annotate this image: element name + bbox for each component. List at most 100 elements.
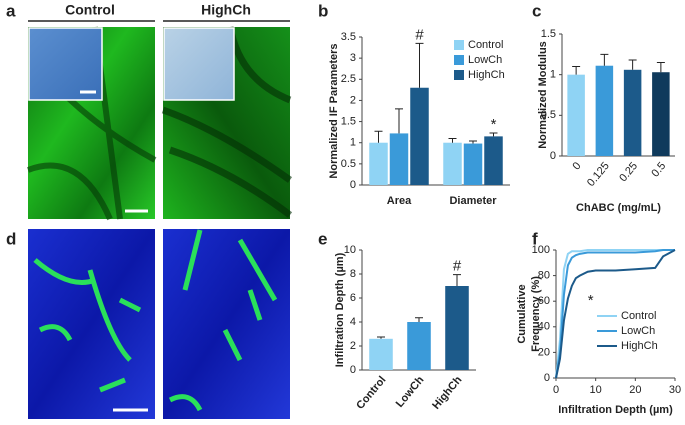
x-tick-label: Area [387,195,412,207]
micrograph-texture [168,229,278,412]
y-tick-label: 80 [538,270,550,282]
y-tick-label: 10 [344,244,356,256]
legend-label: LowCh [621,325,655,337]
error-bar [395,108,403,134]
micrograph [28,229,155,419]
panel-label: b [318,1,328,20]
error-bar [448,137,457,143]
y-tick-label: 1 [550,69,556,81]
y-tick-label: 2 [350,340,356,352]
x-tick-label: 0 [553,384,559,396]
annotation: # [415,26,424,43]
x-tick-label: 0.25 [617,160,640,184]
y-tick-label: 6 [350,292,356,304]
bar [369,142,388,185]
error-bar [628,59,637,70]
y-tick-label: 2.5 [341,73,356,85]
panel-label: f [532,229,538,248]
legend-swatch [454,70,464,80]
bar [463,143,483,185]
bar [369,338,393,370]
bar [595,65,614,156]
y-tick-label: 0 [550,150,556,162]
error-bar [600,53,609,66]
legend-label: Control [468,39,503,51]
y-tick-label: 0 [350,179,356,191]
line [555,249,675,379]
bar [484,136,503,185]
y-tick-label: 0.5 [541,109,556,121]
y-tick-label: 1.5 [341,115,356,127]
y-tick-label: 1.5 [541,28,556,40]
legend-label: Control [621,310,656,322]
x-tick-label: Control [354,374,388,412]
y-tick-label: 100 [532,244,550,256]
legend-label: LowCh [468,54,502,66]
x-tick-label: 0 [571,160,584,172]
image-title: Control [65,2,115,18]
bar [407,322,431,370]
x-axis-label: Infiltration Depth (µm) [558,404,673,416]
bar [389,133,409,185]
error-bar [489,132,498,137]
x-tick-label: Diameter [449,195,497,207]
error-bar [453,274,461,286]
bar [652,72,670,156]
x-tick-label: HighCh [430,374,465,412]
panel-label: c [532,1,541,20]
y-tick-label: 3.5 [341,31,356,43]
y-axis-label: Normalized Modulus [537,41,549,149]
micrograph [163,229,290,419]
x-tick-label: 0.5 [649,160,668,179]
y-tick-label: 0.5 [341,158,356,170]
y-axis-label: Cumulative [516,284,528,343]
y-tick-label: 8 [350,268,356,280]
panel-label: a [6,1,16,20]
micrograph-texture [33,258,142,393]
error-bar [469,140,477,144]
y-tick-label: 4 [350,316,356,328]
annotation: * [491,116,497,133]
legend-swatch [454,55,464,65]
x-tick-label: 0.125 [585,160,612,189]
error-bar [377,336,385,339]
x-tick-label: LowCh [394,374,427,410]
y-tick-label: 0 [350,364,356,376]
y-axis-label: Infiltration Depth (µm) [334,252,346,367]
y-tick-label: 3 [350,52,356,64]
panel-label: e [318,229,327,248]
legend-swatch [454,40,464,50]
y-tick-label: 60 [538,295,550,307]
legend-label: HighCh [468,69,505,81]
line [555,249,676,379]
inset [28,27,103,101]
x-axis-label: ChABC (mg/mL) [576,202,661,214]
y-tick-label: 2 [350,94,356,106]
inset [163,27,235,101]
bar [623,69,642,156]
error-bar [415,317,423,322]
bar [445,286,469,370]
error-bar [374,130,383,143]
x-tick-label: 30 [669,384,681,396]
y-tick-label: 1 [350,137,356,149]
annotation: # [453,258,462,275]
panel-label: d [6,229,16,248]
y-tick-label: 40 [538,321,550,333]
y-axis-label: Normalized IF Parameters [328,43,340,178]
y-axis-label: Frequency (%) [530,276,542,352]
image-title: HighCh [201,2,251,18]
bar [567,74,585,156]
annotation: * [588,292,594,309]
error-bar [415,42,424,88]
error-bar [656,61,665,73]
y-tick-label: 20 [538,346,550,358]
x-tick-label: 20 [629,384,641,396]
bar [410,87,429,185]
line [555,249,675,379]
x-tick-label: 10 [590,384,602,396]
bar [443,142,462,185]
legend-label: HighCh [621,340,658,352]
error-bar [572,66,581,75]
